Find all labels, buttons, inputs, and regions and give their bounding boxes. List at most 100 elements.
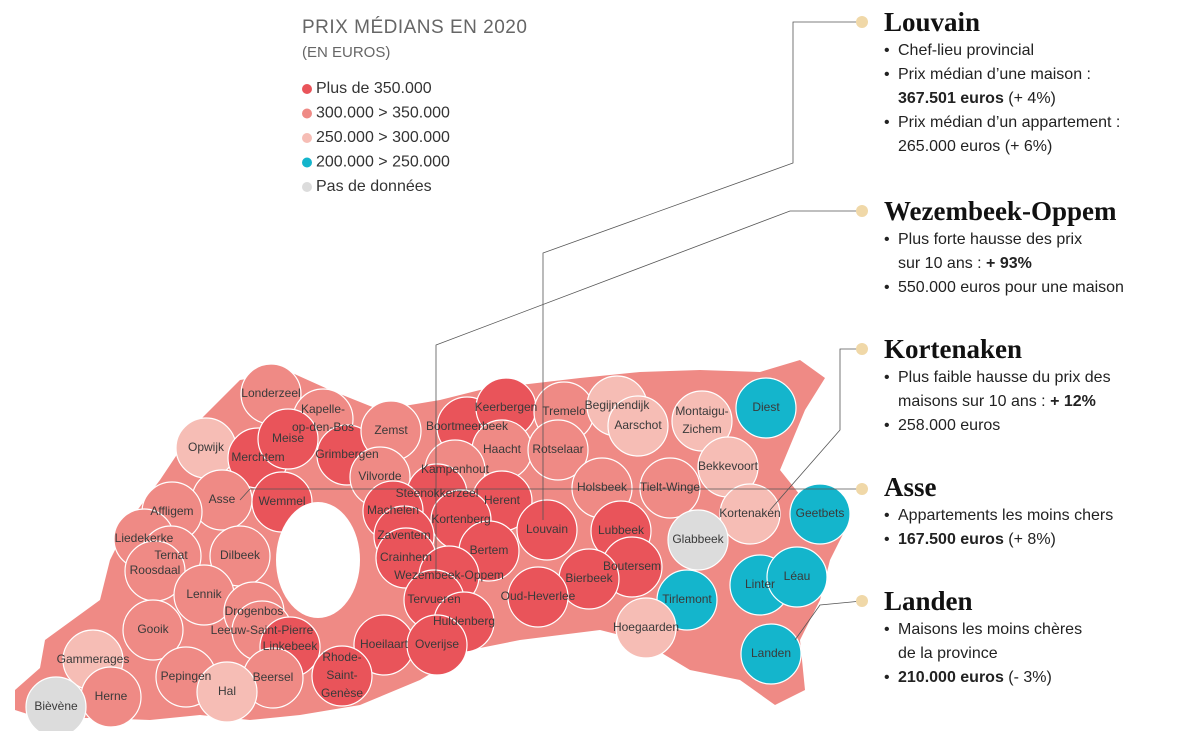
municipality-label: Herne xyxy=(95,689,128,703)
municipality-area xyxy=(122,599,184,661)
municipality-label: Landen xyxy=(751,646,791,660)
dot xyxy=(856,205,868,217)
text-run: 367.501 euros xyxy=(898,90,1004,107)
municipality-label: Boortmeerbeek xyxy=(426,419,509,433)
municipality-label: Opwijk xyxy=(188,440,225,454)
municipality-label: Dilbeek xyxy=(220,548,261,562)
bullet: 258.000 euros xyxy=(884,414,1194,438)
legend-swatch xyxy=(302,157,312,168)
text-run: Prix médian d’un appartement : xyxy=(898,114,1121,131)
bullet: Plus faible hausse du prix des maisons su… xyxy=(884,366,1194,414)
municipality-label: Rotselaar xyxy=(532,442,583,456)
municipality-label: Diest xyxy=(752,400,780,414)
annotation: KortenakenPlus faible hausse du prix des… xyxy=(884,332,1194,438)
bullet-line: Chef-lieu provincial xyxy=(898,39,1194,63)
municipality-area xyxy=(406,614,468,676)
municipality-label: Kortenberg xyxy=(431,512,490,526)
bullet-line: de la province xyxy=(898,642,1194,666)
municipality-area xyxy=(740,623,802,685)
annotation: Wezembeek-OppemPlus forte hausse des pri… xyxy=(884,194,1194,300)
municipality-label: Kampenhout xyxy=(421,462,490,476)
bullet-line: Appartements les moins chers xyxy=(898,504,1194,528)
dot xyxy=(856,483,868,495)
legend-label: 200.000 > 250.000 xyxy=(316,154,450,171)
municipality-label: Saint- xyxy=(326,668,357,682)
municipality-label: Wemmel xyxy=(258,494,305,508)
text-run: 550.000 euros pour une maison xyxy=(898,279,1124,296)
municipality-area xyxy=(766,546,828,608)
municipality-label: op-den-Bos xyxy=(292,420,354,434)
municipality-label: Bertem xyxy=(470,543,509,557)
bullet-line: 258.000 euros xyxy=(898,414,1194,438)
municipality-label: Glabbeek xyxy=(672,532,724,546)
municipality-label: Tervueren xyxy=(407,592,460,606)
municipality-label: Kortenaken xyxy=(719,506,780,520)
legend-label: 300.000 > 350.000 xyxy=(316,105,450,122)
bullet-line: maisons sur 10 ans : + 12% xyxy=(898,390,1194,414)
municipality-label: Tremelo xyxy=(542,404,586,418)
municipality-area xyxy=(615,597,677,659)
text-run: maisons sur 10 ans : xyxy=(898,393,1051,410)
municipality-area xyxy=(507,566,569,628)
bullet: Maisons les moins chères de la province xyxy=(884,618,1194,666)
municipality-label: Asse xyxy=(209,492,236,506)
municipality-label: Tielt-Winge xyxy=(640,480,701,494)
municipality-label: Gooik xyxy=(137,622,169,636)
municipality-label: Affligem xyxy=(150,504,193,518)
municipality-area xyxy=(25,676,87,731)
municipality-area xyxy=(311,645,373,707)
municipality-label: Kapelle- xyxy=(301,402,345,416)
municipality-label: Geetbets xyxy=(796,506,845,520)
bullet: Chef-lieu provincial xyxy=(884,39,1194,63)
municipality-label: Machelen xyxy=(367,503,419,517)
municipality-label: Roosdaal xyxy=(130,563,181,577)
municipality-area xyxy=(789,483,851,545)
annotation-title: Louvain xyxy=(884,7,981,37)
municipality-label: Linter xyxy=(745,577,775,591)
municipality-label: Bierbeek xyxy=(565,571,613,585)
municipality-label: Rhode- xyxy=(322,650,361,664)
text-run: Prix médian d’une maison : xyxy=(898,66,1091,83)
text-run: + 12% xyxy=(1050,393,1096,410)
municipality-label: Leeuw-Saint-Pierre xyxy=(211,623,314,637)
bullet: 167.500 euros (+ 8%) xyxy=(884,528,1194,552)
legend-label: Pas de données xyxy=(316,178,432,195)
bullet: Plus forte hausse des prix sur 10 ans : +… xyxy=(884,228,1194,276)
municipality-label: Louvain xyxy=(526,522,568,536)
text-run: + 93% xyxy=(986,255,1032,272)
dot xyxy=(856,595,868,607)
bullet-line: 367.501 euros (+ 4%) xyxy=(898,87,1194,111)
bullet-line: sur 10 ans : + 93% xyxy=(898,252,1194,276)
municipality-area xyxy=(735,377,797,439)
text-run: sur 10 ans : xyxy=(898,255,987,272)
dot xyxy=(856,16,868,28)
bullet-line: Maisons les moins chères xyxy=(898,618,1194,642)
municipality-area xyxy=(719,483,781,545)
bullet: 210.000 euros (- 3%) xyxy=(884,666,1194,690)
annotation: Louvain Chef-lieu provincial Prix médian d… xyxy=(884,5,1194,159)
legend-swatch xyxy=(302,84,312,94)
annotation-title: Landen xyxy=(884,586,973,616)
text-run: de la province xyxy=(898,645,998,662)
bullet: Prix médian d’une maison : 367.501 euros … xyxy=(884,63,1194,111)
municipality-label: Montaigu- xyxy=(675,404,728,418)
municipality-label: Hoegaarden xyxy=(613,620,679,634)
municipality-label: Bekkevoort xyxy=(698,459,759,473)
legend-label: 250.000 > 300.000 xyxy=(316,129,450,146)
municipality-area xyxy=(667,509,729,571)
legend-swatch xyxy=(302,182,312,192)
leader-dots xyxy=(856,16,868,607)
municipality-label: Hal xyxy=(218,684,236,698)
municipality-label: Drogenbos xyxy=(225,604,284,618)
bullet-line: 550.000 euros pour une maison xyxy=(898,276,1194,300)
legend-subtitle: (EN EUROS) xyxy=(302,44,390,61)
municipality-label: Genèse xyxy=(321,686,363,700)
municipality-label: Huldenberg xyxy=(433,614,495,628)
annotation: Asse Appartements les moins chers 167.500 … xyxy=(884,470,1194,552)
municipality-label: Overijse xyxy=(415,637,459,651)
municipality-label: Lennik xyxy=(186,587,222,601)
leader-line xyxy=(769,348,862,511)
municipality-label: Steenokkerzeel xyxy=(396,486,479,500)
